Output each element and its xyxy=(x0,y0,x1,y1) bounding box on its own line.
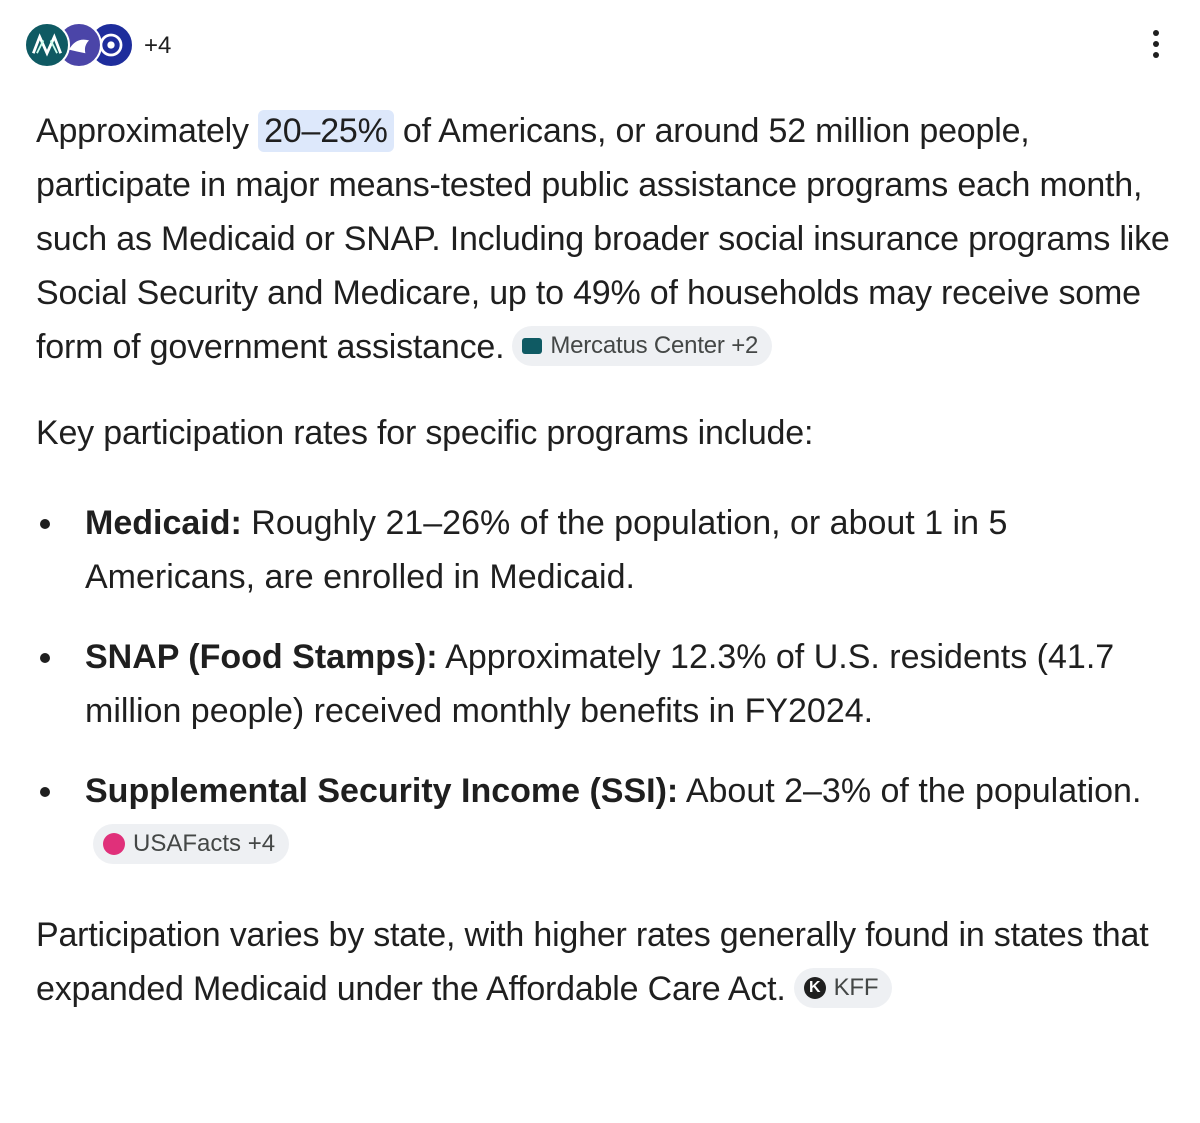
citation-chip-label: KFF xyxy=(833,974,879,1002)
mercatus-logo-icon xyxy=(24,22,70,68)
list-item-ssi: Supplemental Security Income (SSI): Abou… xyxy=(36,764,1176,872)
program-list: Medicaid: Roughly 21–26% of the populati… xyxy=(36,496,1176,872)
citation-chip-mercatus[interactable]: Mercatus Center +2 xyxy=(512,326,773,367)
list-item-term: SNAP (Food Stamps): xyxy=(85,638,438,676)
list-item-text: Approximately 12.3% of U.S. residents (4… xyxy=(85,638,1115,730)
citation-chip-label: Mercatus Center +2 xyxy=(550,332,759,360)
intro-paragraph: Approximately 20–25% of Americans, or ar… xyxy=(36,104,1176,374)
list-item-medicaid: Medicaid: Roughly 21–26% of the populati… xyxy=(36,496,1176,604)
citation-chip-usafacts[interactable]: USAFacts +4 xyxy=(93,824,290,865)
kff-icon: K xyxy=(803,977,826,1000)
usafacts-icon xyxy=(103,833,125,856)
highlighted-percentage[interactable]: 20–25% xyxy=(258,110,394,152)
intro-text-rest: of Americans, or around 52 million peopl… xyxy=(36,112,1170,366)
more-vert-icon[interactable] xyxy=(1144,30,1168,66)
list-item-term: Medicaid: xyxy=(85,504,242,542)
list-item-term: Supplemental Security Income (SSI): xyxy=(85,772,679,810)
list-item-snap: SNAP (Food Stamps): Approximately 12.3% … xyxy=(36,630,1176,738)
intro-text-start: Approximately xyxy=(36,112,259,150)
key-rates-intro: Key participation rates for specific pro… xyxy=(36,414,814,452)
citation-chip-kff[interactable]: K KFF xyxy=(793,968,893,1009)
closing-text: Participation varies by state, with high… xyxy=(36,916,1149,1008)
more-sources-count[interactable]: +4 xyxy=(144,32,172,59)
list-item-text: About 2–3% of the population. xyxy=(678,772,1142,810)
sources-header: +4 xyxy=(24,20,1176,72)
citation-chip-label: USAFacts +4 xyxy=(133,830,276,858)
list-item-text: Roughly 21–26% of the population, or abo… xyxy=(85,504,1008,596)
answer-body: Approximately 20–25% of Americans, or ar… xyxy=(36,104,1176,1016)
mercatus-icon xyxy=(522,338,543,355)
closing-paragraph: Participation varies by state, with high… xyxy=(36,908,1176,1016)
